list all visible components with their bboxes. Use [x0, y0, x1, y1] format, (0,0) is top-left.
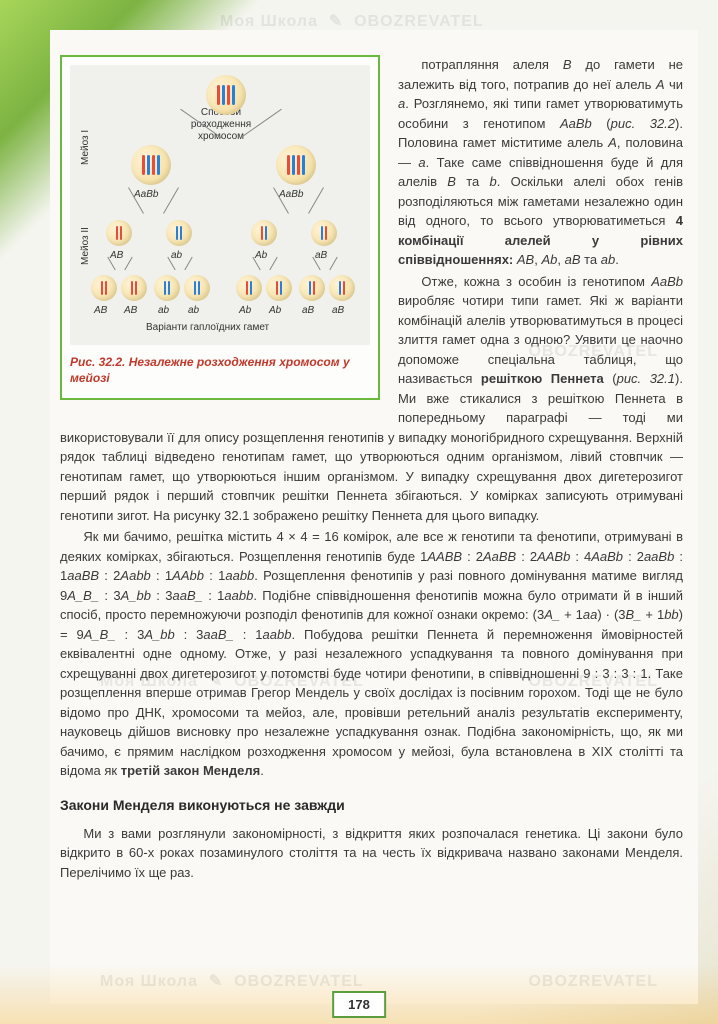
- meiosis2-cell: [166, 220, 192, 246]
- parent-cell: [206, 75, 246, 115]
- section-heading: Закони Менделя виконуються не завжди: [60, 795, 683, 816]
- genotype-label: ab: [188, 303, 199, 318]
- genotype-label: AaBb: [279, 187, 303, 202]
- genotype-label: ab: [158, 303, 169, 318]
- meiosis-1-label: Мейоз I: [78, 130, 93, 165]
- genotype-label: ab: [171, 248, 182, 263]
- gamete-cell: [236, 275, 262, 301]
- genotype-label: Ab: [239, 303, 251, 318]
- paragraph-3: Як ми бачимо, решітка містить 4 × 4 = 16…: [60, 527, 683, 781]
- gamete-cell: [184, 275, 210, 301]
- gametes-variants-label: Варіанти гаплоїдних гамет: [146, 320, 269, 335]
- meiosis2-cell: [251, 220, 277, 246]
- genotype-label: AB: [110, 248, 123, 263]
- genotype-label: AB: [94, 303, 107, 318]
- figure-caption: Рис. 32.2. Незалежне розходження хромосо…: [70, 355, 370, 386]
- meiosis-2-label: Мейоз II: [78, 227, 93, 265]
- genotype-label: AaBb: [134, 187, 158, 202]
- genotype-label: aB: [315, 248, 327, 263]
- genotype-label: AB: [124, 303, 137, 318]
- meiosis2-cell: [106, 220, 132, 246]
- meiosis1-cell: [276, 145, 316, 185]
- meiosis-diagram: Мейоз I Мейоз II Способи розходження хро…: [76, 75, 364, 335]
- paragraph-4: Ми з вами розглянули закономірності, з в…: [60, 824, 683, 883]
- figure-meiosis: Мейоз I Мейоз II Способи розходження хро…: [60, 55, 380, 400]
- genotype-label: aB: [332, 303, 344, 318]
- gamete-cell: [299, 275, 325, 301]
- gamete-cell: [154, 275, 180, 301]
- gamete-cell: [266, 275, 292, 301]
- genotype-label: Ab: [269, 303, 281, 318]
- genotype-label: aB: [302, 303, 314, 318]
- page-number: 178: [332, 991, 386, 1019]
- meiosis1-cell: [131, 145, 171, 185]
- gamete-cell: [121, 275, 147, 301]
- gamete-cell: [329, 275, 355, 301]
- genotype-label: Ab: [255, 248, 267, 263]
- gamete-cell: [91, 275, 117, 301]
- meiosis2-cell: [311, 220, 337, 246]
